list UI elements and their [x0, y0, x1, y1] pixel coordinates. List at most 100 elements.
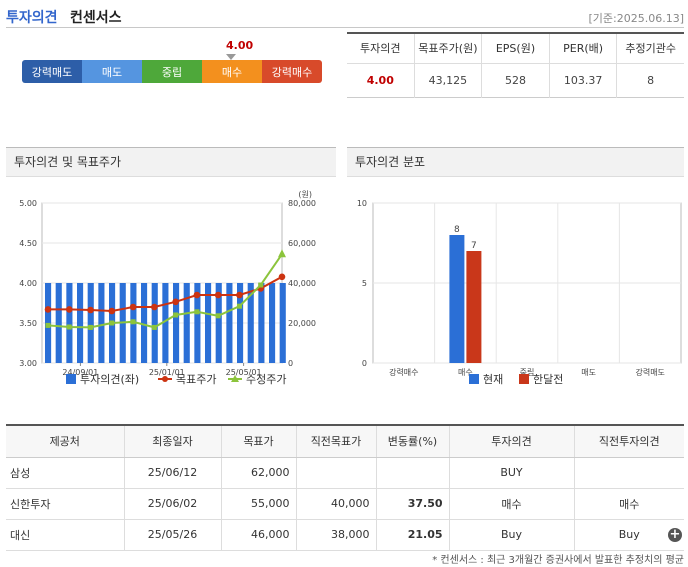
y-tick-label: 10 [357, 199, 367, 208]
legend-swatch-target-dot [162, 376, 168, 382]
summary-count: 8 [616, 64, 684, 98]
bar-opinion [173, 283, 180, 363]
opinion-target-chart: 5.00 4.50 4.00 3.50 3.00 80,000 60,000 40,000 20… [19, 190, 316, 386]
line-adjusted-price [47, 253, 283, 329]
point-target-price [193, 291, 201, 299]
point-adjusted-price [258, 282, 264, 288]
summary-opinion: 4.00 [366, 74, 394, 87]
panel-title: 투자의견 및 목표주가 [6, 147, 336, 177]
panel-title: 투자의견 분포 [347, 147, 684, 177]
consensus-summary: 투자의견 목표주가(원) EPS(원) PER(배) 추정기관수 4.00 43… [347, 32, 684, 98]
scale-strong-buy: 강력매수 [262, 60, 322, 83]
y-right-tick-label: 40,000 [288, 279, 316, 288]
cell-prev-opinion: Buy [573, 519, 684, 551]
col-change: 변동률(%) [375, 425, 449, 458]
bar-opinion [183, 283, 190, 363]
cell-opinion: BUY [448, 457, 574, 489]
scale-buy: 매수 [202, 60, 262, 83]
plus-circle-icon[interactable]: + [668, 527, 682, 542]
y-right-tick-label: 80,000 [288, 199, 316, 208]
cell-prev-opinion [573, 457, 684, 489]
opinion-target-panel: 투자의견 및 목표주가 5.00 4.50 4.00 3.50 3.00 80,000 60… [6, 147, 336, 392]
bar-month-ago [466, 251, 482, 363]
section-title: 투자의견 [6, 10, 58, 26]
x-tick-label: 강력매수 [389, 367, 418, 377]
legend-swatch-current [469, 374, 479, 384]
cell-opinion: 매수 [448, 488, 574, 520]
opinion-score: 4.00 [226, 39, 254, 52]
summary-header-opinion: 투자의견 [347, 34, 414, 64]
x-tick-label: 25/01/01 [149, 368, 185, 377]
cell-date: 25/05/26 [123, 519, 221, 551]
y-right-tick-label: 60,000 [288, 239, 316, 248]
y-right-unit: (원) [298, 190, 312, 199]
data-label: 7 [471, 241, 477, 251]
y-right-tick-label: 0 [288, 359, 293, 368]
summary-header-eps: EPS(원) [481, 34, 549, 64]
x-tick-label: 매도 [581, 368, 596, 377]
cell-prev-target: 38,000 [295, 519, 376, 551]
bar-opinion [258, 283, 265, 363]
cell-provider: 삼성 [6, 457, 124, 489]
summary-header-count: 추정기관수 [616, 34, 684, 64]
cell-date: 25/06/02 [123, 488, 221, 520]
cell-change [375, 457, 449, 489]
bar-current [449, 235, 465, 363]
point-target-price [236, 291, 243, 299]
table-row: 삼성 25/06/12 62,000 BUY [6, 457, 684, 489]
cell-target: 55,000 [220, 488, 296, 520]
col-opinion: 투자의견 [448, 425, 574, 458]
score-marker-icon [226, 54, 236, 60]
point-adjusted-price [151, 324, 157, 330]
point-target-price [278, 273, 286, 281]
footnote: * 컨센서스 : 최근 3개월간 증권사에서 발표한 추정치의 평균 [432, 555, 684, 566]
legend-label-adjusted: 수정주가 [246, 373, 286, 386]
summary-eps: 528 [481, 64, 549, 98]
cell-change: 21.05 [375, 519, 449, 551]
summary-per: 103.37 [548, 64, 617, 98]
provider-table: 제공처 최종일자 목표가 직전목표가 변동률(%) 투자의견 직전투자의견 삼성… [6, 424, 684, 551]
legend-label-target: 목표주가 [176, 373, 216, 386]
point-target-price [65, 306, 73, 313]
y-left-tick-label: 5.00 [19, 199, 37, 208]
bar-opinion [205, 283, 212, 363]
point-target-price [87, 306, 94, 314]
point-adjusted-price [215, 313, 221, 319]
base-date: [기준:2025.06.13] [588, 12, 684, 25]
bar-opinion [162, 283, 169, 363]
point-adjusted-price [109, 320, 115, 326]
x-tick-label: 강력매도 [635, 367, 664, 377]
bar-opinion [141, 283, 148, 363]
y-left-tick-label: 3.00 [19, 359, 37, 368]
point-adjusted-price [66, 324, 72, 330]
bar-opinion [237, 283, 244, 363]
col-prev-target: 직전목표가 [295, 425, 376, 458]
table-row: 신한투자 25/06/02 55,000 40,000 37.50 매수 매수 [6, 488, 684, 520]
legend-swatch-opinion [66, 374, 76, 384]
bar-opinion [151, 283, 158, 363]
line-target-price [48, 275, 283, 313]
col-prev-opinion: 직전투자의견 [573, 425, 684, 458]
point-adjusted-price [278, 249, 286, 258]
point-adjusted-price [88, 324, 94, 330]
bar-opinion [98, 283, 105, 363]
cell-opinion: Buy [448, 519, 574, 551]
legend-swatch-month-ago [519, 374, 529, 384]
bar-opinion [66, 283, 73, 363]
col-date: 최종일자 [123, 425, 221, 458]
bar-opinion [77, 283, 84, 363]
x-tick-label: 25/05/01 [226, 368, 262, 377]
section-subtitle: 컨센서스 [70, 10, 122, 26]
point-adjusted-price [45, 322, 51, 328]
summary-header-target: 목표주가(원) [413, 34, 482, 64]
opinion-scale: 강력매도 매도 중립 매수 강력매수 [22, 60, 322, 83]
col-target: 목표가 [220, 425, 296, 458]
y-right-tick-label: 20,000 [288, 319, 316, 328]
point-target-price [172, 298, 179, 306]
point-target-price [214, 291, 222, 299]
y-tick-label: 5 [362, 279, 367, 288]
point-target-price [129, 303, 137, 311]
bar-opinion [55, 283, 62, 363]
scale-strong-sell: 강력매도 [22, 60, 82, 83]
bar-opinion [226, 283, 233, 363]
